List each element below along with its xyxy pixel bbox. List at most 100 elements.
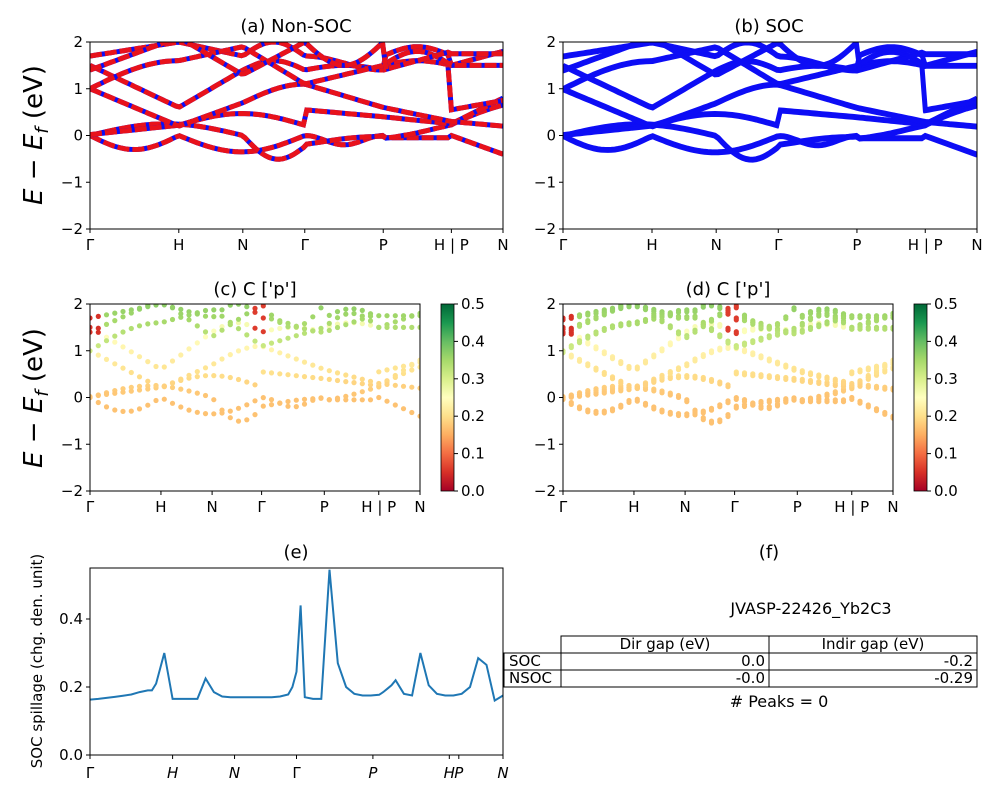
- x-tick-label: P: [793, 498, 802, 516]
- projected-point: [244, 417, 250, 423]
- projected-point: [128, 349, 134, 355]
- y-tick-label: −1: [61, 435, 83, 453]
- projected-point: [392, 382, 398, 388]
- projected-point: [890, 415, 893, 421]
- gap-table: [503, 635, 978, 688]
- projected-point: [568, 331, 574, 337]
- projected-point: [890, 366, 893, 372]
- projected-point: [807, 317, 814, 323]
- projected-point: [609, 408, 616, 414]
- projected-point: [618, 404, 624, 410]
- projected-point: [178, 404, 184, 410]
- projected-point: [202, 365, 209, 371]
- y-tick-label: 0: [73, 127, 83, 145]
- projected-point: [194, 310, 200, 316]
- y-tick-label: −1: [61, 173, 83, 191]
- projected-point: [120, 408, 126, 414]
- projected-point: [865, 404, 871, 410]
- projected-point: [774, 398, 781, 404]
- projected-point: [318, 375, 324, 381]
- y-tick-label: 2: [73, 295, 83, 313]
- projected-point: [409, 384, 415, 390]
- projected-point: [376, 394, 382, 401]
- projected-point: [169, 400, 176, 406]
- projected-point: [392, 365, 398, 371]
- projected-point: [659, 319, 665, 325]
- projected-point: [268, 340, 275, 346]
- projected-point: [120, 389, 126, 395]
- projected-point: [832, 383, 838, 389]
- projected-point: [260, 304, 266, 309]
- projected-point: [285, 324, 291, 330]
- projected-point: [857, 369, 863, 375]
- projected-point: [618, 360, 624, 367]
- projected-point: [194, 390, 200, 396]
- projected-point: [865, 315, 871, 321]
- header-indir-gap: Indir gap (eV): [822, 635, 925, 653]
- projected-point: [816, 313, 822, 319]
- projected-point: [95, 313, 101, 319]
- projected-point: [733, 330, 739, 337]
- projected-point: [667, 375, 673, 382]
- peaks-count: # Peaks = 0: [730, 692, 829, 711]
- projected-point: [400, 313, 407, 319]
- projected-point: [153, 304, 159, 308]
- projected-point: [326, 376, 332, 382]
- projected-point: [178, 376, 184, 382]
- projected-point: [634, 366, 640, 372]
- projected-point: [601, 390, 607, 396]
- projected-point: [618, 380, 624, 386]
- projected-point: [675, 375, 682, 381]
- projected-point: [741, 372, 748, 378]
- projected-point: [601, 327, 607, 333]
- projected-point: [219, 307, 225, 313]
- projected-point: [235, 316, 242, 322]
- projected-point: [161, 396, 167, 402]
- projected-point: [568, 401, 574, 407]
- projected-point: [211, 411, 217, 417]
- projected-point: [334, 324, 341, 331]
- y-tick-label: 1: [546, 342, 556, 360]
- projected-point: [277, 325, 283, 331]
- projected-point: [774, 322, 781, 328]
- projected-point: [334, 309, 341, 315]
- row-nsoc-dir: -0.0: [736, 669, 765, 687]
- projected-point: [103, 391, 110, 397]
- projected-point: [351, 391, 357, 397]
- projected-point: [128, 408, 134, 414]
- projected-point: [103, 321, 110, 327]
- colorbar-tick-label: 0.2: [461, 407, 485, 425]
- projected-point: [717, 419, 723, 425]
- projected-point: [277, 338, 283, 344]
- projected-point: [791, 367, 797, 373]
- projected-point: [219, 327, 225, 333]
- projected-point: [667, 392, 673, 398]
- projected-point: [301, 401, 308, 407]
- projected-point: [659, 409, 665, 415]
- projected-point: [351, 310, 357, 317]
- projected-point: [750, 402, 756, 408]
- projected-point: [161, 364, 167, 370]
- projected-point: [343, 311, 349, 317]
- projected-point: [741, 342, 748, 348]
- colorbar-tick-label: 0.3: [934, 370, 958, 388]
- projected-point: [392, 324, 398, 330]
- x-tick-label: Γ: [559, 236, 568, 254]
- material-id: JVASP-22426_Yb2C3: [729, 599, 891, 619]
- y-tick-label: 0.0: [59, 746, 83, 764]
- projected-point: [692, 329, 698, 335]
- projected-point: [318, 305, 324, 311]
- projected-point: [609, 308, 616, 314]
- projected-point: [301, 321, 308, 327]
- projected-point: [136, 406, 143, 412]
- projected-point: [244, 304, 250, 310]
- y-tick-label: 2: [546, 33, 556, 51]
- projected-point: [211, 397, 217, 403]
- projected-point: [576, 314, 583, 320]
- projected-point: [799, 370, 805, 376]
- projected-point: [766, 335, 772, 341]
- x-tick-label: H: [646, 236, 657, 254]
- projected-point: [120, 308, 126, 315]
- projected-point: [568, 394, 574, 400]
- projected-point: [758, 405, 764, 411]
